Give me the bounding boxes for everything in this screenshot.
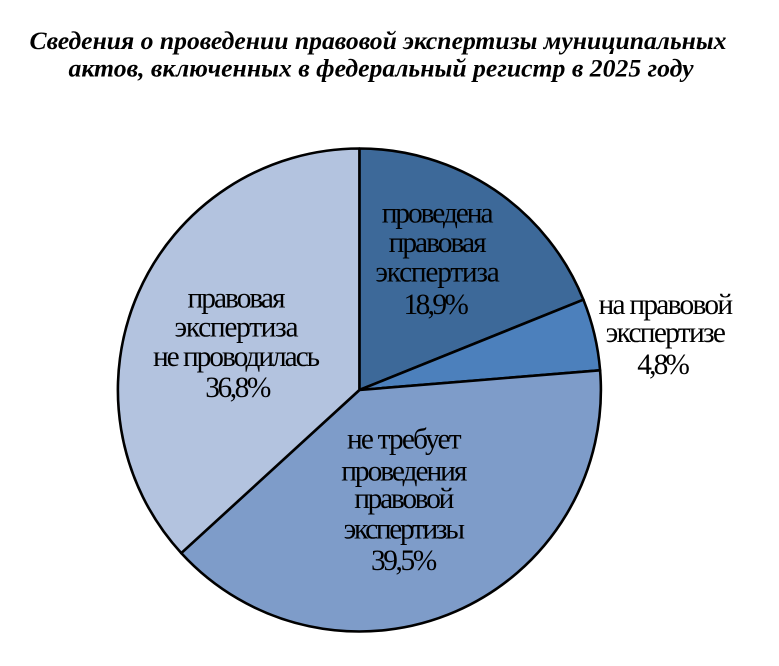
svg-text:правовая: правовая [188, 282, 286, 314]
svg-text:на правовой: на правовой [599, 289, 734, 321]
svg-text:правовой: правовой [354, 483, 454, 515]
svg-text:36,8%: 36,8% [205, 372, 271, 404]
svg-text:актов, включенных в федеральны: актов, включенных в федеральный регистр … [69, 55, 695, 82]
svg-text:экспертизы: экспертизы [344, 513, 466, 545]
svg-text:не проводилась: не проводилась [153, 341, 320, 373]
svg-text:экспертизе: экспертизе [606, 317, 726, 349]
svg-text:18,9%: 18,9% [404, 289, 469, 321]
svg-text:не требует: не требует [347, 424, 462, 456]
svg-text:Сведения о проведении правовой: Сведения о проведении правовой экспертиз… [30, 28, 727, 55]
svg-text:проведена: проведена [382, 198, 494, 230]
svg-text:экспертиза: экспертиза [175, 312, 299, 344]
svg-text:правовая: правовая [389, 227, 487, 259]
svg-text:39,5%: 39,5% [371, 545, 437, 577]
svg-text:экспертиза: экспертиза [375, 256, 499, 288]
svg-text:4,8%: 4,8% [637, 349, 690, 381]
svg-text:проведения: проведения [341, 455, 467, 487]
